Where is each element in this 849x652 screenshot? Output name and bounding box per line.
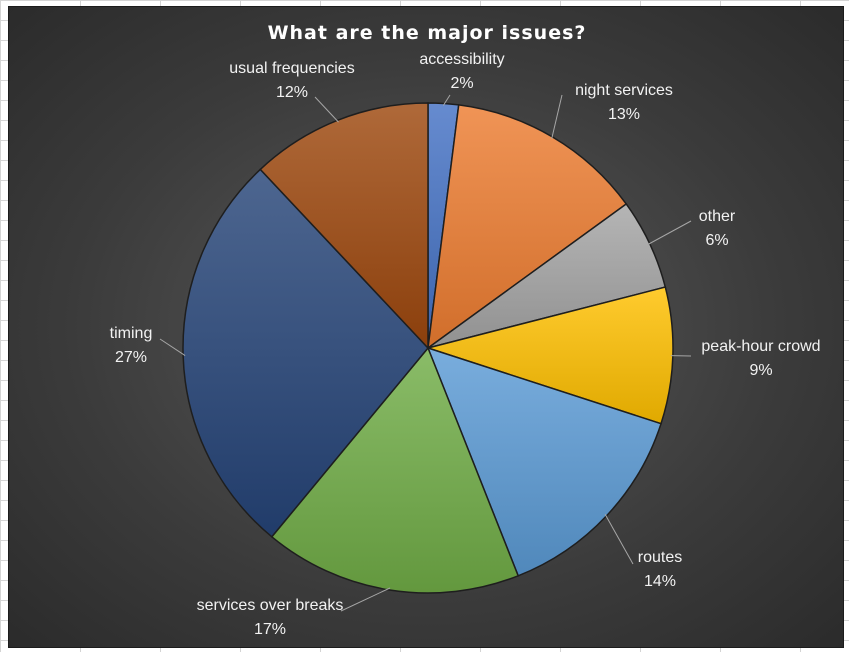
data-label-category: night services [575, 82, 673, 99]
leader-line [604, 514, 634, 565]
data-label-value: 2% [450, 75, 473, 92]
data-label-category: other [699, 208, 736, 225]
pie-slice-timing[interactable] [182, 168, 429, 538]
pie-slices [182, 102, 674, 594]
chart-area[interactable]: What are the major issues? accessibility… [8, 6, 844, 648]
pie-slice-routes[interactable] [426, 346, 662, 577]
data-label-value: 6% [705, 232, 728, 249]
pie-chart: What are the major issues? accessibility… [110, 22, 821, 638]
data-label-category: routes [638, 549, 682, 566]
pie-slice-night-services[interactable] [427, 104, 628, 350]
data-label-value: 9% [749, 362, 772, 379]
data-labels: accessibility 2% night services 13% other 6% p… [110, 51, 821, 638]
data-label-value: 27% [115, 349, 147, 366]
leader-line [314, 96, 339, 123]
leader-lines [159, 94, 692, 612]
data-label-value: 17% [254, 621, 286, 638]
leader-line [340, 587, 391, 612]
data-label-category: usual frequencies [229, 60, 354, 77]
data-label-category: accessibility [419, 51, 504, 68]
data-label-value: 14% [644, 573, 676, 590]
chart-title: What are the major issues? [268, 22, 587, 44]
data-label-category: timing [110, 325, 153, 342]
pie-slice-usual-frequencies[interactable] [259, 102, 429, 350]
data-label-category: peak-hour crowd [701, 338, 820, 355]
leader-line [551, 94, 563, 139]
data-label-category: services over breaks [197, 597, 344, 614]
leader-line [159, 338, 186, 357]
leader-line [442, 94, 451, 106]
data-label-value: 13% [608, 106, 640, 123]
data-label-value: 12% [276, 84, 308, 101]
leader-line [647, 220, 692, 245]
pie-slice-services-over-breaks[interactable] [270, 346, 520, 594]
